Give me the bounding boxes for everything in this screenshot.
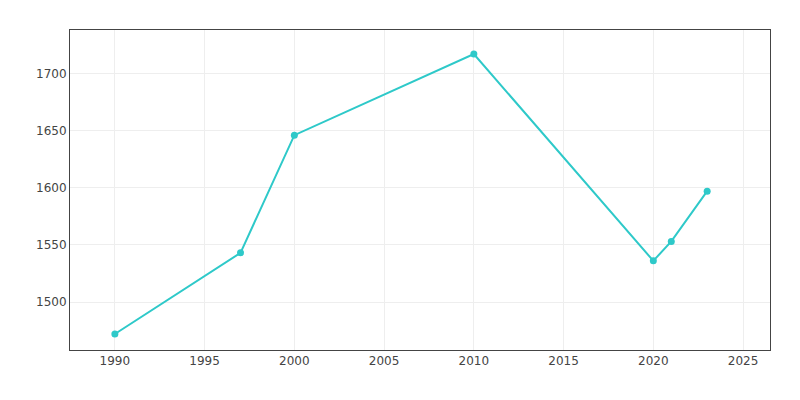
svg-text:1550: 1550 [36, 238, 67, 252]
svg-text:1990: 1990 [100, 354, 131, 368]
svg-text:1500: 1500 [36, 295, 67, 309]
svg-text:1700: 1700 [36, 67, 67, 81]
svg-text:2025: 2025 [728, 354, 759, 368]
svg-text:2015: 2015 [548, 354, 579, 368]
svg-text:2000: 2000 [279, 354, 310, 368]
svg-text:2010: 2010 [459, 354, 490, 368]
svg-text:2005: 2005 [369, 354, 400, 368]
svg-text:2020: 2020 [638, 354, 669, 368]
svg-text:1995: 1995 [189, 354, 220, 368]
svg-text:1650: 1650 [36, 124, 67, 138]
svg-text:1600: 1600 [36, 181, 67, 195]
